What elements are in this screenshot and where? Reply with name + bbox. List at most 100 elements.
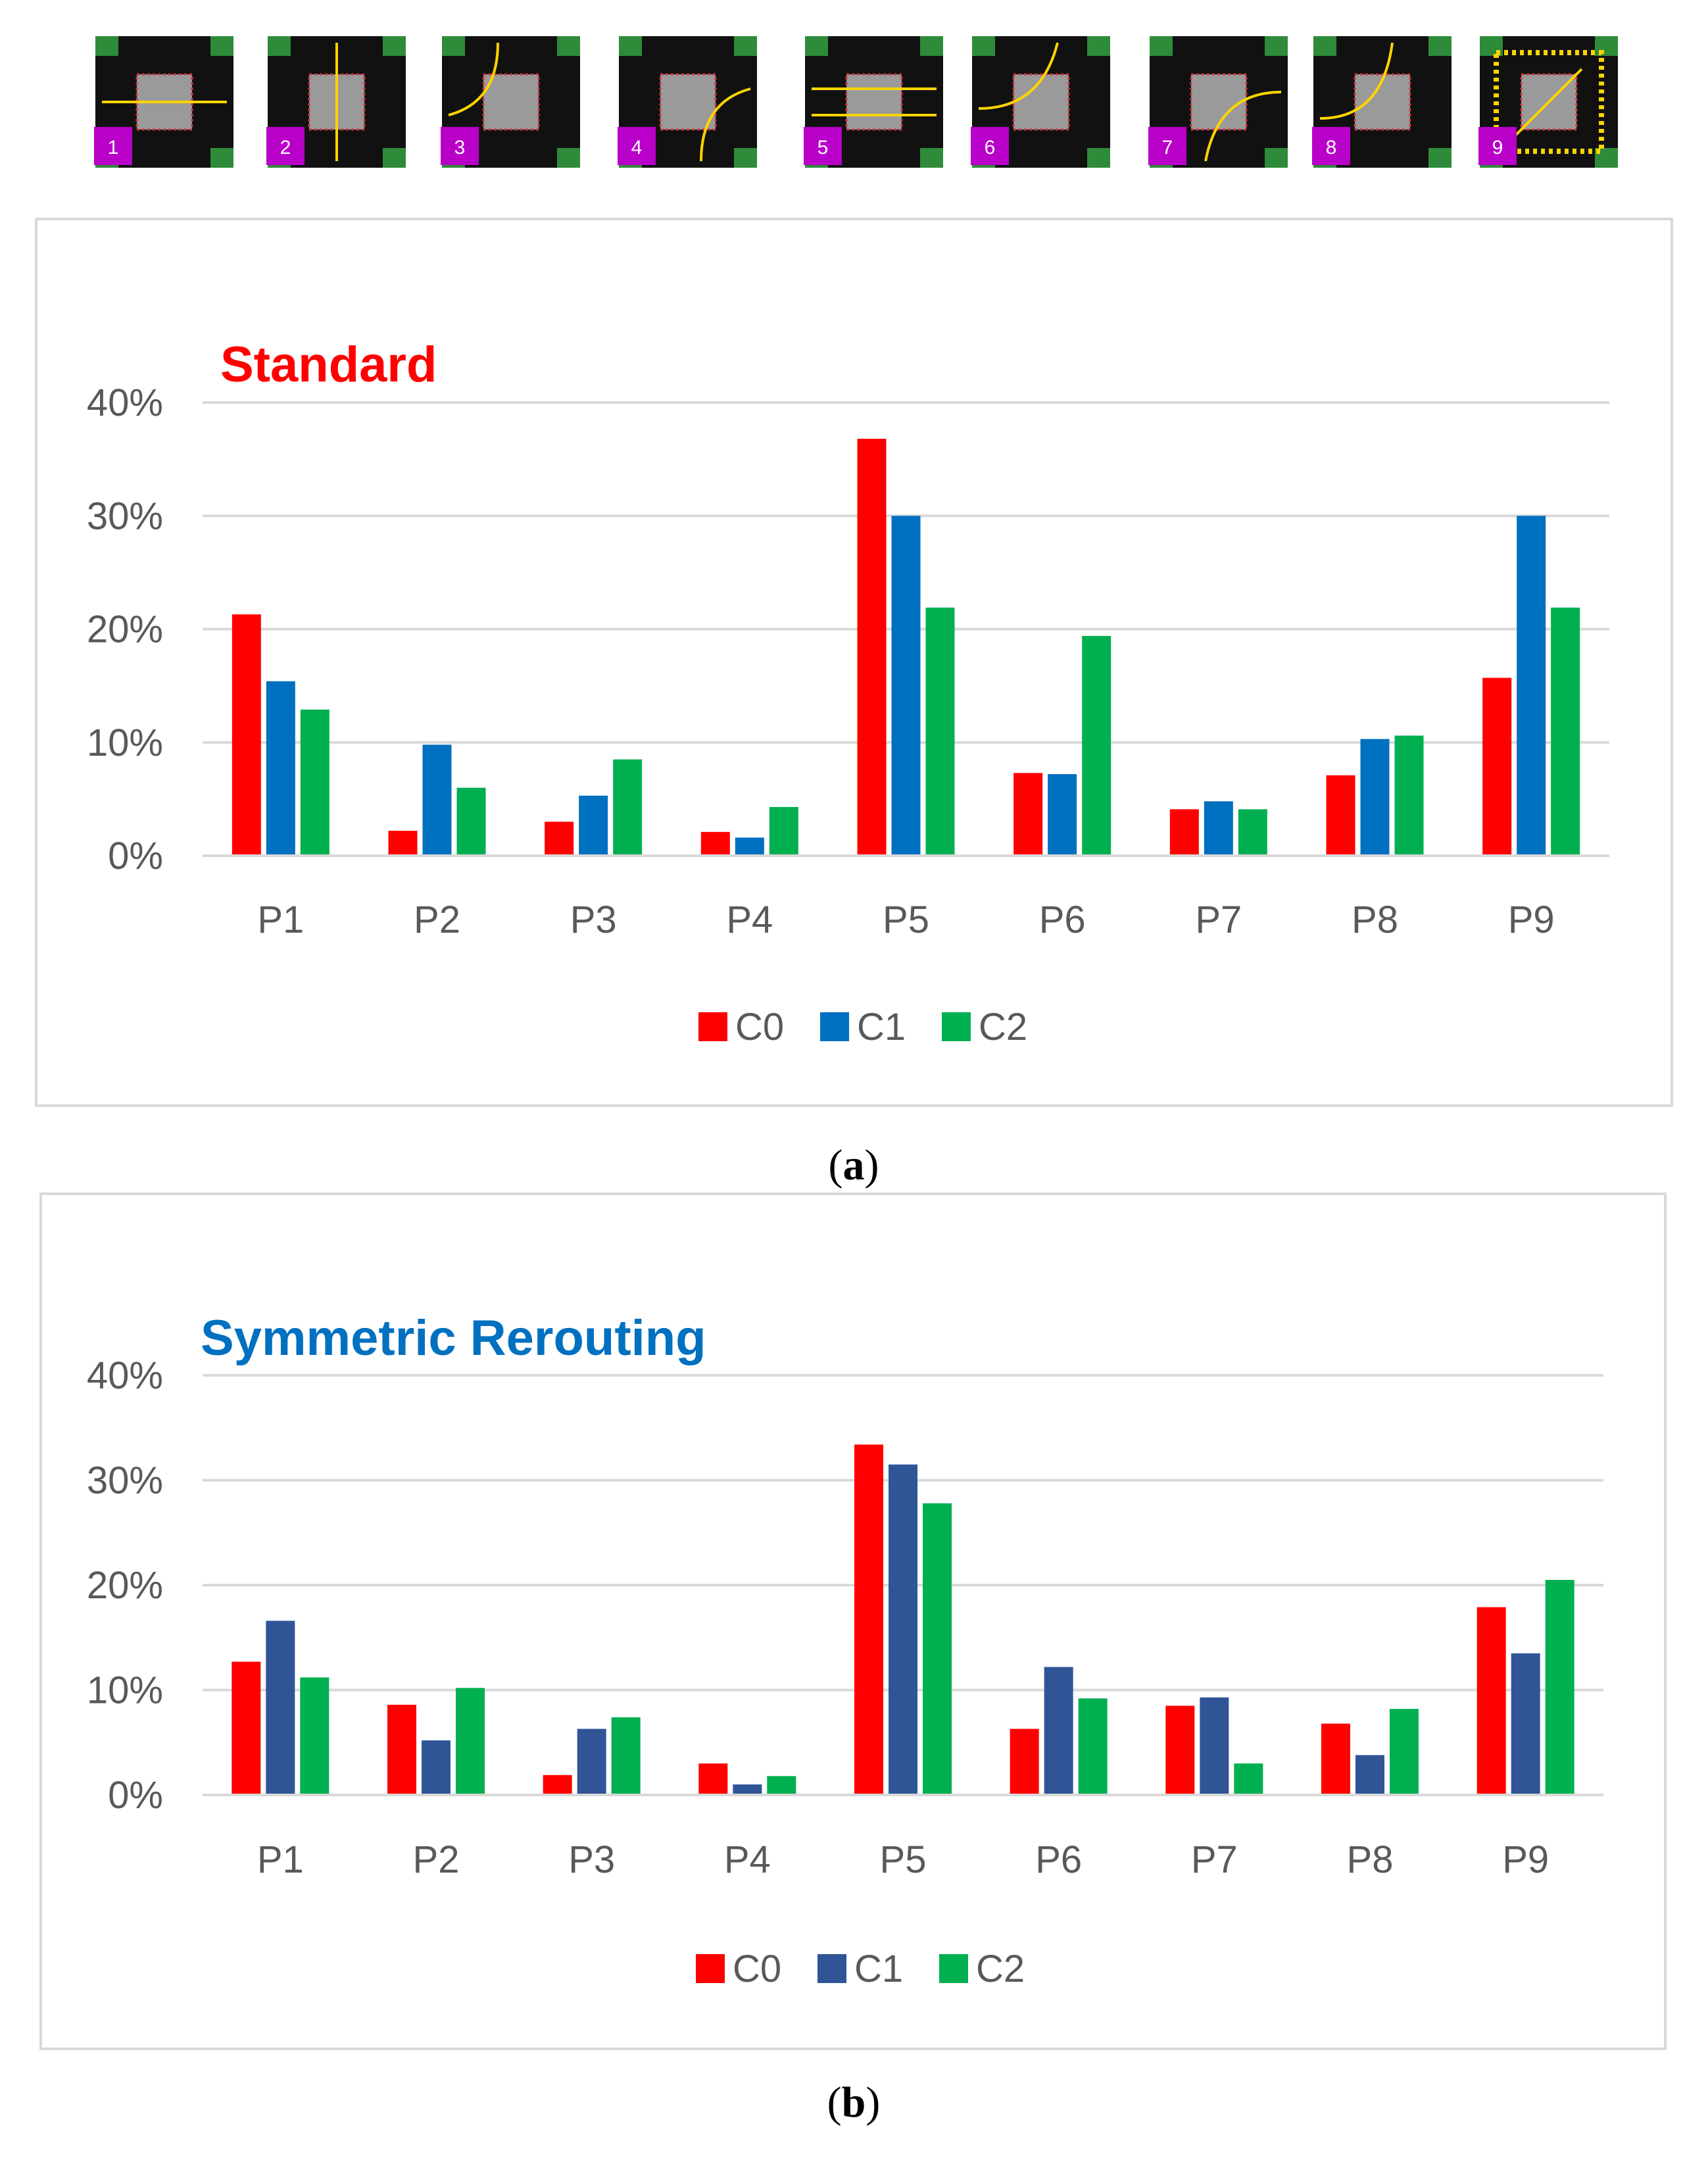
bar-c0-p1 — [232, 1661, 261, 1795]
bar-c2-p2 — [456, 787, 486, 856]
bar-c1-p1 — [266, 1621, 295, 1795]
bar-c2-p4 — [767, 1776, 796, 1795]
tile-number: 9 — [1492, 137, 1503, 159]
tile-number-badge — [1478, 127, 1517, 165]
bar-c2-p1 — [300, 709, 329, 856]
tile-movement-arrow — [448, 42, 499, 116]
bar-c2-p5 — [925, 607, 955, 856]
x-tick-label: P8 — [1352, 898, 1398, 941]
legend-swatch-c2 — [939, 1954, 968, 1983]
tile-intersection-box — [1190, 73, 1248, 131]
legend-swatch-c1 — [817, 1954, 846, 1983]
bar-c2-p2 — [456, 1688, 485, 1795]
bar-c0-p2 — [387, 1704, 416, 1795]
x-tick-label: P3 — [568, 1838, 615, 1881]
bar-c0-p8 — [1326, 775, 1355, 856]
x-tick-label: P2 — [413, 1838, 460, 1881]
tile-intersection-box — [1354, 73, 1411, 131]
bar-c1-p4 — [733, 1784, 762, 1795]
bar-c1-p9 — [1517, 516, 1546, 856]
bar-c0-p6 — [1010, 1729, 1039, 1795]
tile-number-badge — [441, 127, 479, 165]
y-tick-label: 0% — [108, 1774, 163, 1817]
bar-c1-p2 — [422, 1740, 451, 1795]
x-tick-label: P1 — [257, 1838, 304, 1881]
bar-c0-p5 — [857, 439, 887, 856]
chart-title: Symmetric Rerouting — [201, 1310, 706, 1366]
tile-number: 7 — [1162, 137, 1173, 159]
phase-tile-1: 1 — [94, 36, 233, 168]
chart-standard: Standard 0% 10% 20% 30% 40% P1 P2 P3 P4 P5 P6 P7 P8 P9… — [35, 218, 1673, 1189]
tile-movement-arrow — [700, 87, 751, 162]
bar-c1-p1 — [266, 681, 295, 856]
y-tick-label: 0% — [108, 835, 163, 877]
bar-c2-p1 — [300, 1677, 329, 1795]
bar-c0-p9 — [1482, 677, 1512, 856]
phase-diagram-strip: 1 2 3 4 5 6 7 8 9 — [94, 36, 1618, 168]
x-tick-label: P4 — [724, 1838, 771, 1881]
x-tick-label: P9 — [1502, 1838, 1549, 1881]
figure-caption: (a) — [829, 1141, 879, 1189]
tile-number-badge — [971, 127, 1009, 165]
bar-c1-p8 — [1355, 1755, 1384, 1795]
phase-tile-3: 3 — [441, 36, 580, 168]
bar-c2-p6 — [1078, 1698, 1108, 1795]
bar-c0-p3 — [543, 1775, 572, 1795]
legend-label-c2: C2 — [976, 1948, 1025, 1990]
bar-c1-p7 — [1200, 1697, 1229, 1795]
x-tick-label: P5 — [880, 1838, 927, 1881]
bar-c2-p8 — [1390, 1709, 1419, 1795]
phase-tile-9: 9 — [1478, 36, 1618, 168]
y-tick-label: 20% — [87, 608, 163, 651]
tile-number: 1 — [108, 137, 119, 159]
x-tick-label: P8 — [1347, 1838, 1394, 1881]
tile-movement-arrow — [978, 42, 1059, 110]
bar-c1-p2 — [422, 745, 452, 856]
bar-c0-p6 — [1013, 773, 1043, 856]
phase-tile-7: 7 — [1148, 36, 1288, 168]
x-tick-label: P6 — [1039, 898, 1086, 941]
tile-number: 2 — [280, 137, 291, 159]
tile-movement-arrow — [1515, 68, 1583, 136]
bar-c2-p5 — [923, 1503, 952, 1795]
bar-c0-p4 — [698, 1763, 728, 1795]
tile-number-badge — [94, 127, 132, 165]
bar-c2-p3 — [613, 759, 643, 856]
bar-c2-p7 — [1234, 1763, 1263, 1795]
tile-intersection-box — [659, 73, 717, 131]
x-tick-label: P5 — [883, 898, 929, 941]
bar-c1-p9 — [1511, 1653, 1540, 1795]
bar-c0-p2 — [388, 831, 418, 856]
chart-title: Standard — [220, 337, 437, 393]
bar-c1-p5 — [891, 516, 921, 856]
x-tick-label: P4 — [726, 898, 773, 941]
bar-c1-p4 — [735, 837, 764, 856]
chart-symmetric-rerouting: Symmetric Rerouting 0% 10% 20% 30% 40% P1 P2 P3 P… — [39, 1192, 1667, 2126]
x-tick-label: P7 — [1191, 1838, 1238, 1881]
y-tick-label: 10% — [87, 1669, 163, 1712]
tile-intersection-box — [482, 73, 540, 131]
bar-c2-p4 — [769, 806, 798, 856]
legend-label-c1: C1 — [857, 1006, 906, 1048]
bar-c2-p6 — [1082, 635, 1111, 856]
bar-c0-p7 — [1165, 1706, 1195, 1795]
bar-c1-p8 — [1360, 739, 1390, 856]
bar-c0-p3 — [545, 822, 574, 856]
bar-c1-p5 — [889, 1464, 917, 1795]
bar-c0-p5 — [854, 1444, 883, 1795]
tile-number: 5 — [817, 137, 829, 159]
bar-c1-p6 — [1048, 773, 1077, 856]
tile-number-badge — [1148, 127, 1186, 165]
legend-swatch-c1 — [820, 1012, 849, 1041]
phase-tile-8: 8 — [1312, 36, 1452, 168]
phase-tile-6: 6 — [971, 36, 1110, 168]
tile-movement-arrow — [1204, 91, 1282, 162]
tile-intersection-box — [845, 73, 903, 131]
bar-c0-p7 — [1169, 809, 1199, 856]
bar-c0-p1 — [232, 614, 261, 856]
phase-tile-5: 5 — [804, 36, 943, 168]
tile-number: 3 — [454, 137, 466, 159]
legend-swatch-c0 — [698, 1012, 727, 1041]
chart-frame — [35, 218, 1673, 1107]
